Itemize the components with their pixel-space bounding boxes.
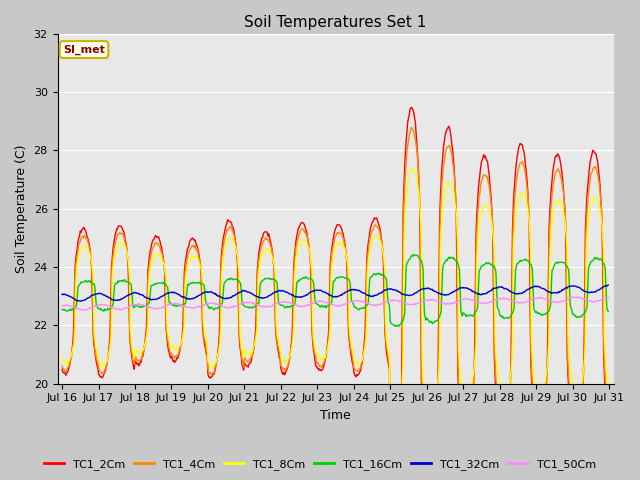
Title: Soil Temperatures Set 1: Soil Temperatures Set 1 [244, 15, 427, 30]
TC1_4Cm [419, 405, 427, 411]
TC1_50Cm [209, 300, 217, 306]
TC1_32Cm [419, 286, 426, 292]
TC1_16Cm [411, 252, 419, 258]
TC1_8Cm [403, 195, 410, 201]
TC1_16Cm [68, 308, 76, 313]
Line: TC1_4Cm: TC1_4Cm [62, 127, 608, 467]
Text: SI_met: SI_met [63, 45, 105, 55]
TC1_32Cm [604, 282, 612, 288]
TC1_4Cm [604, 406, 612, 412]
TC1_32Cm [403, 292, 410, 298]
TC1_50Cm [68, 304, 76, 310]
TC1_16Cm [395, 324, 403, 329]
TC1_2Cm [209, 372, 216, 378]
TC1_50Cm [570, 294, 578, 300]
TC1_8Cm [409, 166, 417, 171]
X-axis label: Time: Time [320, 409, 351, 422]
TC1_8Cm [390, 428, 398, 434]
TC1_2Cm [180, 298, 188, 303]
TC1_2Cm [403, 138, 410, 144]
Y-axis label: Soil Temperature (C): Soil Temperature (C) [15, 144, 28, 273]
TC1_32Cm [68, 295, 76, 300]
TC1_4Cm [209, 370, 216, 376]
TC1_8Cm [209, 364, 216, 370]
Line: TC1_32Cm: TC1_32Cm [62, 285, 608, 301]
TC1_2Cm [408, 105, 415, 110]
TC1_2Cm [604, 421, 612, 427]
TC1_32Cm [125, 292, 132, 298]
TC1_8Cm [124, 256, 132, 262]
TC1_4Cm [389, 464, 397, 470]
TC1_50Cm [419, 299, 426, 305]
TC1_2Cm [58, 366, 66, 372]
Line: TC1_2Cm: TC1_2Cm [62, 108, 608, 480]
TC1_16Cm [419, 264, 427, 270]
TC1_50Cm [80, 307, 88, 313]
TC1_16Cm [58, 306, 66, 312]
TC1_50Cm [180, 303, 188, 309]
TC1_50Cm [125, 304, 132, 310]
TC1_32Cm [77, 299, 85, 304]
TC1_32Cm [209, 290, 217, 296]
TC1_4Cm [124, 260, 132, 265]
TC1_2Cm [419, 421, 427, 427]
TC1_32Cm [58, 291, 66, 297]
TC1_2Cm [124, 264, 132, 270]
TC1_8Cm [604, 381, 612, 387]
TC1_16Cm [180, 301, 188, 307]
TC1_8Cm [419, 373, 427, 379]
TC1_8Cm [68, 350, 76, 356]
TC1_16Cm [209, 305, 216, 311]
Line: TC1_50Cm: TC1_50Cm [62, 297, 608, 310]
TC1_8Cm [180, 328, 188, 334]
TC1_4Cm [408, 124, 415, 130]
TC1_4Cm [58, 363, 66, 369]
TC1_50Cm [58, 303, 66, 309]
TC1_4Cm [180, 320, 188, 325]
TC1_16Cm [604, 309, 612, 314]
Legend: TC1_2Cm, TC1_4Cm, TC1_8Cm, TC1_16Cm, TC1_32Cm, TC1_50Cm: TC1_2Cm, TC1_4Cm, TC1_8Cm, TC1_16Cm, TC1… [40, 455, 600, 474]
TC1_2Cm [68, 348, 76, 354]
Line: TC1_16Cm: TC1_16Cm [62, 255, 608, 326]
TC1_16Cm [124, 279, 132, 285]
TC1_50Cm [403, 301, 410, 307]
TC1_32Cm [180, 294, 188, 300]
Line: TC1_8Cm: TC1_8Cm [62, 168, 608, 431]
TC1_50Cm [604, 294, 612, 300]
TC1_4Cm [68, 352, 76, 358]
TC1_4Cm [403, 159, 410, 165]
TC1_8Cm [58, 355, 66, 360]
TC1_16Cm [403, 264, 410, 269]
